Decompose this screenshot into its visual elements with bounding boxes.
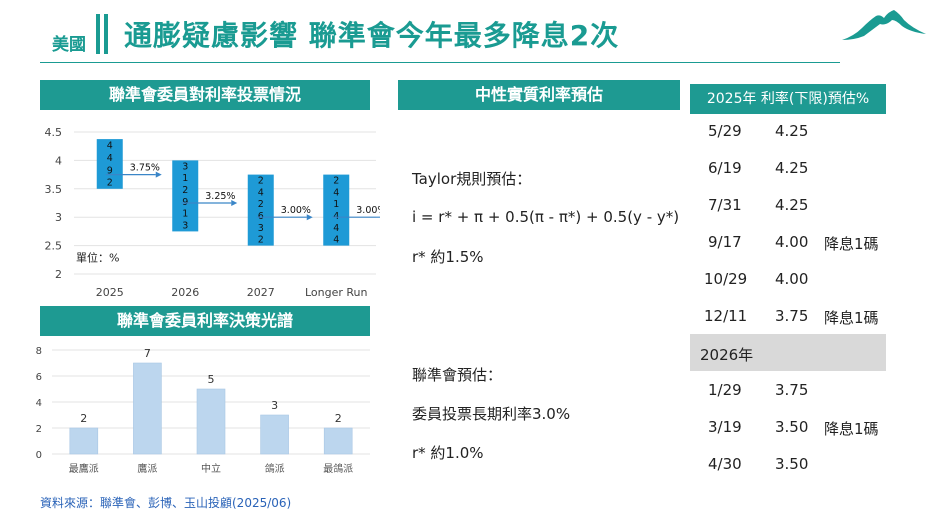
dot-range-box <box>96 139 123 189</box>
table-row: 4/30 3.50 <box>708 455 809 473</box>
y-tick-label: 8 <box>36 346 42 357</box>
table-row: 5/29 4.25 <box>708 122 809 140</box>
y-tick-label: 6 <box>36 372 42 383</box>
bar-value-label: 5 <box>208 373 215 386</box>
bar-value-label: 2 <box>335 412 342 425</box>
bar-value-label: 3 <box>271 399 278 412</box>
dot-count-label: 1 <box>182 209 188 220</box>
arrow-head-icon <box>231 200 238 206</box>
dot-count-label: 4 <box>258 187 264 198</box>
median-label: 3.00% <box>281 205 311 216</box>
dot-count-label: 2 <box>258 175 264 186</box>
dot-count-label: 9 <box>107 165 113 176</box>
neutral-rate-header: 中性實質利率預估 <box>398 80 680 110</box>
dot-count-label: 4 <box>333 187 339 198</box>
x-tick-label: 2027 <box>247 286 275 299</box>
fed-longrun: 委員投票長期利率3.0% <box>412 405 571 423</box>
table-row: 12/11 3.75 降息1碼 <box>704 307 879 327</box>
bar <box>133 362 162 455</box>
dot-count-label: 2 <box>107 178 113 189</box>
taylor-result: r* 約1.5% <box>412 248 484 266</box>
bar-value-label: 2 <box>80 412 87 425</box>
x-tick-label: 鴿派 <box>265 462 285 475</box>
dot-count-label: 4 <box>333 223 339 234</box>
fed-result: r* 約1.0% <box>412 444 484 462</box>
y-tick-label: 2.5 <box>45 240 63 253</box>
taylor-label: Taylor規則預估： <box>412 170 532 188</box>
dot-count-label: 1 <box>182 173 188 184</box>
mountain-logo-icon <box>842 10 926 40</box>
title-underline <box>40 62 840 63</box>
dot-count-label: 9 <box>182 197 188 208</box>
table-row: 3/19 3.50 降息1碼 <box>708 418 879 438</box>
unit-label: 單位：% <box>76 251 119 265</box>
table-row: 7/31 4.25 <box>708 196 809 214</box>
x-tick-label: 鷹派 <box>137 462 157 475</box>
dot-count-label: 3 <box>258 223 264 234</box>
dot-count-label: 4 <box>333 235 339 246</box>
dot-count-label: 4 <box>107 140 113 151</box>
arrow-head-icon <box>306 214 313 221</box>
bar-value-label: 7 <box>144 347 151 360</box>
fed-label: 聯準會預估： <box>412 366 503 384</box>
y-tick-label: 4 <box>55 154 62 167</box>
dot-count-label: 2 <box>182 185 188 196</box>
dot-range-box <box>247 174 274 246</box>
x-tick-label: 最鷹派 <box>69 462 99 475</box>
region-tag: 美國 <box>52 35 86 55</box>
source-note: 資料來源：聯準會、彭博、玉山投顧(2025/06) <box>40 496 292 510</box>
dot-count-label: 4 <box>107 153 113 164</box>
dot-count-label: 3 <box>182 220 188 231</box>
bar <box>196 388 226 455</box>
y-tick-label: 2 <box>36 424 42 435</box>
dot-plot-header: 聯準會委員對利率投票情況 <box>40 80 370 110</box>
dot-count-label: 6 <box>258 211 264 222</box>
rate-table-header: 2025年 利率(下限)預估% <box>690 84 886 114</box>
dot-range-box <box>172 160 199 232</box>
bar <box>69 427 99 455</box>
dot-plot-chart: 4.543.532.52單位：%44923.75%20253129133.25%… <box>45 126 380 299</box>
page-title: 通膨疑慮影響 聯準會今年最多降息2次 <box>124 19 620 52</box>
table-row: 9/17 4.00 降息1碼 <box>708 233 879 253</box>
dot-count-label: 2 <box>258 199 264 210</box>
dot-count-label: 1 <box>333 199 339 210</box>
rate-table: 5/29 4.25 6/19 4.25 7/31 4.25 9/17 4.00 降息1碼 … <box>690 112 886 492</box>
dot-count-label: 3 <box>182 161 188 172</box>
dot-count-label: 2 <box>333 175 339 186</box>
y-tick-label: 3 <box>55 211 62 224</box>
y-tick-label: 3.5 <box>45 183 63 196</box>
x-tick-label: 最鴿派 <box>323 462 353 475</box>
x-tick-label: 2026 <box>171 286 199 299</box>
y-tick-label: 4 <box>36 398 42 409</box>
median-label: 3.75% <box>130 163 160 174</box>
dot-range-box <box>323 174 350 246</box>
bar <box>260 414 289 455</box>
year-2026-row: 2026年 <box>690 334 886 371</box>
bar <box>323 427 353 455</box>
dot-count-label: 4 <box>333 211 339 222</box>
median-label: 3.25% <box>205 191 235 202</box>
table-row: 6/19 4.25 <box>708 159 809 177</box>
median-label: 3.00% <box>356 205 380 216</box>
x-tick-label: 2025 <box>96 286 124 299</box>
y-tick-label: 0 <box>36 450 42 461</box>
table-row: 10/29 4.00 <box>704 270 809 288</box>
y-tick-label: 4.5 <box>45 126 63 139</box>
dot-count-label: 2 <box>258 235 264 246</box>
arrow-head-icon <box>155 171 162 178</box>
spectrum-header: 聯準會委員利率決策光譜 <box>40 306 370 336</box>
spectrum-bar-chart: 8 6 4 2 0 2 最鷹派 7 鷹派 5 中立 3 鴿派 2 最鴿派 <box>36 346 370 475</box>
x-tick-label: Longer Run <box>305 286 368 299</box>
title-divider-bars <box>96 14 112 54</box>
x-tick-label: 中立 <box>201 462 221 475</box>
table-row: 1/29 3.75 <box>708 381 809 399</box>
taylor-formula: i = r* + π + 0.5(π - π*) + 0.5(y - y*) <box>412 208 680 226</box>
y-tick-label: 2 <box>55 268 62 281</box>
